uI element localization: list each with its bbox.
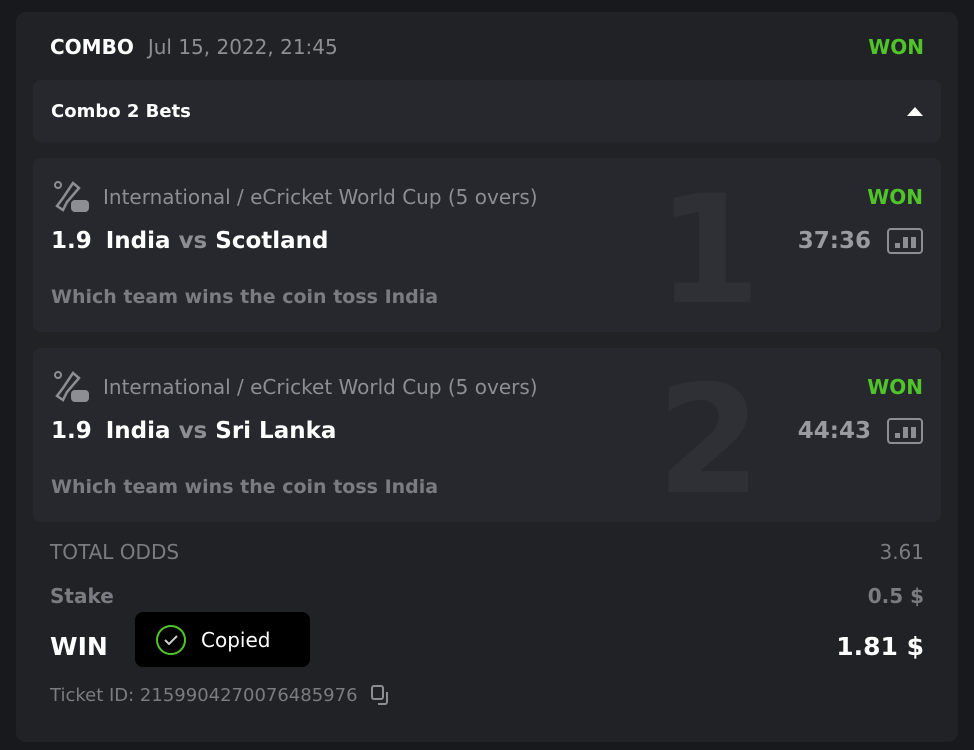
league-name: International / eCricket World Cup (5 ov… (103, 375, 538, 399)
ticket-row: Ticket ID: 2159904270076485976 (50, 684, 924, 706)
combo-toggle[interactable]: Combo 2 Bets (33, 80, 941, 142)
chevron-up-icon (907, 106, 923, 116)
ecricket-icon (54, 371, 89, 402)
market-selection: Which team wins the coin toss India (51, 286, 439, 308)
ticket-header: COMBO Jul 15, 2022, 21:45 WON (50, 32, 924, 62)
stake-row: Stake 0.5 $ (50, 584, 924, 608)
copy-icon[interactable] (370, 684, 392, 706)
win-label: WIN (50, 632, 108, 661)
bet-item: 2 International / eCricket World Cup (5 … (33, 348, 941, 522)
vs-label: vs (178, 418, 208, 444)
league-name: International / eCricket World Cup (5 ov… (103, 185, 538, 209)
home-team: India (105, 418, 171, 444)
market-selection: Which team wins the coin toss India (51, 476, 439, 498)
bet-status: WON (867, 185, 923, 209)
check-circle-icon (156, 624, 186, 655)
ecricket-icon (54, 181, 89, 212)
stats-icon[interactable] (887, 418, 923, 444)
toast-text: Copied (201, 627, 271, 652)
bet-index: 2 (656, 354, 761, 522)
bet-odds: 1.9 (51, 228, 92, 254)
combo-label: Combo 2 Bets (51, 100, 191, 122)
total-odds-row: TOTAL ODDS 3.61 (50, 540, 924, 564)
stats-icon[interactable] (887, 228, 923, 254)
total-odds-value: 3.61 (879, 540, 924, 564)
home-team: India (105, 228, 171, 254)
bet-type: COMBO (50, 35, 134, 59)
ticket-status: WON (868, 35, 924, 59)
away-team: Sri Lanka (215, 418, 337, 444)
copied-toast: Copied (135, 612, 310, 667)
bet-index: 1 (656, 164, 761, 332)
bet-status: WON (867, 375, 923, 399)
match-time: 37:36 (797, 228, 871, 254)
stake-value: 0.5 $ (867, 584, 924, 608)
away-team: Scotland (215, 228, 329, 254)
bet-date: Jul 15, 2022, 21:45 (147, 35, 338, 59)
stake-label: Stake (50, 584, 114, 608)
ticket-id: Ticket ID: 2159904270076485976 (50, 684, 358, 706)
match-time: 44:43 (797, 418, 871, 444)
win-row: WIN 1.81 $ (50, 632, 924, 661)
win-value: 1.81 $ (836, 632, 924, 661)
total-odds-label: TOTAL ODDS (50, 540, 180, 564)
bet-odds: 1.9 (51, 418, 92, 444)
vs-label: vs (178, 228, 208, 254)
bet-item: 1 International / eCricket World Cup (5 … (33, 158, 941, 332)
